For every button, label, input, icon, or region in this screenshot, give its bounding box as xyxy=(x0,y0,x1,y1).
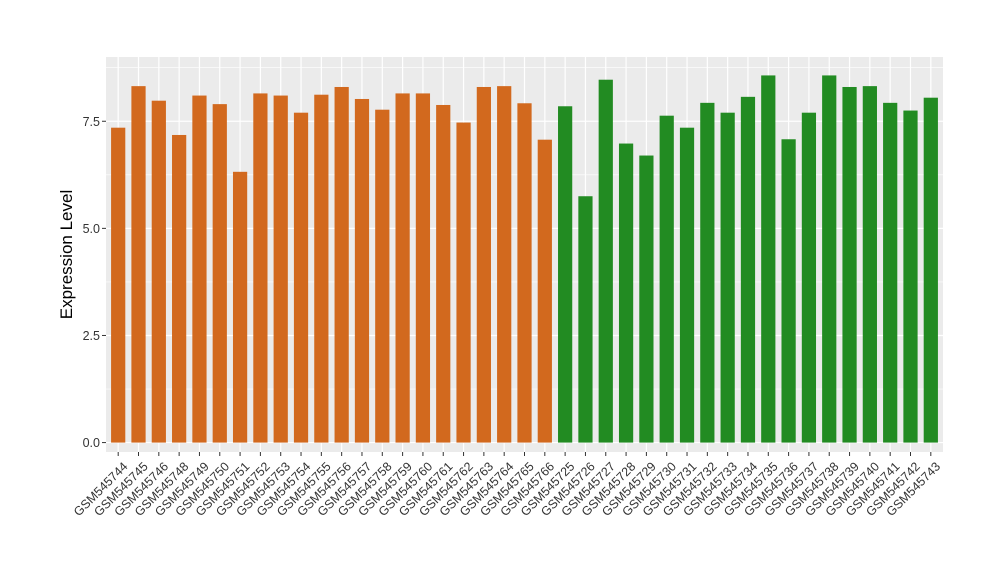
bar xyxy=(456,122,471,443)
bar xyxy=(232,171,248,443)
bar xyxy=(375,109,390,443)
bar xyxy=(212,104,227,443)
bar xyxy=(639,155,654,443)
bar xyxy=(314,94,329,443)
bar xyxy=(862,86,877,443)
bar xyxy=(273,95,288,443)
bar xyxy=(801,112,817,443)
bar xyxy=(883,102,898,443)
bar xyxy=(131,86,146,443)
bar xyxy=(822,75,837,443)
bar xyxy=(192,95,207,443)
bar xyxy=(354,98,370,443)
bars xyxy=(111,75,938,443)
bar xyxy=(172,134,187,443)
bar xyxy=(497,86,512,443)
bar xyxy=(334,86,349,443)
bar xyxy=(720,112,735,443)
bar xyxy=(558,106,573,443)
bar xyxy=(293,112,309,443)
bar xyxy=(253,93,268,443)
bar xyxy=(700,102,715,443)
y-tick-label: 7.5 xyxy=(83,115,100,129)
bar xyxy=(740,96,756,443)
bar xyxy=(598,79,613,443)
y-tick-label: 5.0 xyxy=(83,222,100,236)
bar xyxy=(578,196,593,443)
bar xyxy=(761,75,776,443)
y-tick-label: 0.0 xyxy=(83,436,100,450)
y-axis-title: Expression Level xyxy=(57,190,76,319)
bar xyxy=(923,97,938,443)
bar xyxy=(395,93,410,443)
bar xyxy=(476,86,491,443)
bar xyxy=(436,104,451,443)
bar xyxy=(618,143,634,443)
y-axis: 0.0 2.5 5.0 7.5 xyxy=(83,115,106,450)
y-tick-label: 2.5 xyxy=(83,329,100,343)
bar xyxy=(517,103,532,443)
bar xyxy=(659,115,674,443)
bar xyxy=(111,127,126,443)
bar xyxy=(842,86,857,443)
bar xyxy=(679,127,695,443)
bar xyxy=(903,110,918,443)
bar xyxy=(415,93,431,443)
x-axis: GSM545744GSM545745GSM545746GSM545748GSM5… xyxy=(71,452,943,519)
bar xyxy=(781,139,796,443)
bar xyxy=(151,100,166,443)
bar xyxy=(537,139,552,443)
